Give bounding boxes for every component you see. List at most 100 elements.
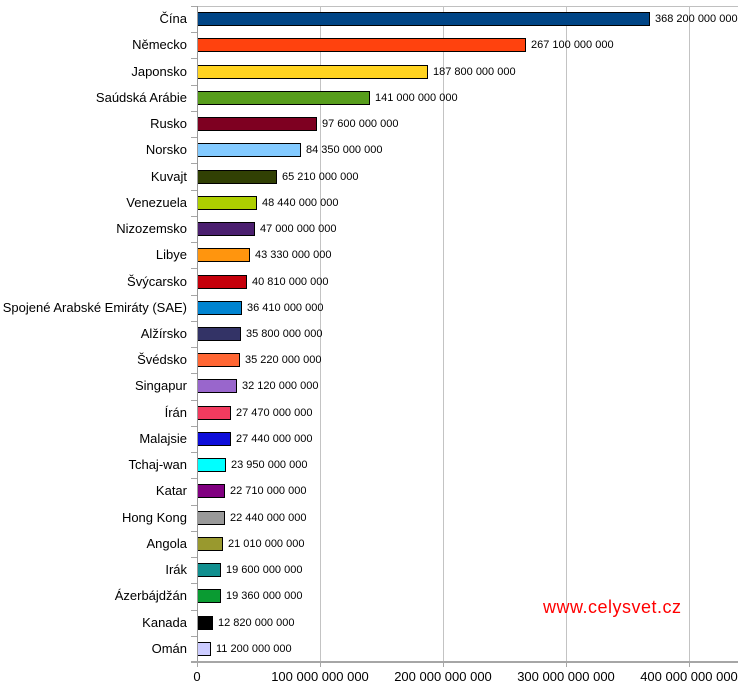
value-label: 11 200 000 000: [216, 643, 292, 655]
bar: [197, 275, 247, 289]
value-label: 368 200 000 000: [655, 13, 738, 25]
value-label: 22 440 000 000: [230, 512, 307, 524]
category-label: Spojené Arabské Emiráty (SAE): [2, 300, 187, 315]
value-label: 187 800 000 000: [433, 66, 516, 78]
y-axis-tick: [191, 400, 197, 401]
category-label: Írán: [164, 405, 187, 420]
bar: [197, 91, 370, 105]
value-label: 48 440 000 000: [262, 197, 339, 209]
bar: [197, 379, 237, 393]
y-axis-tick: [191, 32, 197, 33]
value-label: 27 440 000 000: [236, 433, 313, 445]
category-label: Malajsie: [139, 431, 187, 446]
y-axis-tick: [191, 531, 197, 532]
value-label: 97 600 000 000: [322, 118, 399, 130]
bar: [197, 222, 255, 236]
bar: [197, 406, 231, 420]
y-axis-tick: [191, 452, 197, 453]
y-axis-tick: [191, 111, 197, 112]
value-label: 35 220 000 000: [245, 354, 322, 366]
gridline: [566, 6, 567, 662]
bar: [197, 170, 277, 184]
value-label: 22 710 000 000: [230, 485, 307, 497]
y-axis-tick: [191, 295, 197, 296]
y-axis-tick: [191, 583, 197, 584]
category-label: Singapur: [134, 378, 187, 393]
y-axis-tick: [191, 58, 197, 59]
category-label: Kanada: [142, 615, 187, 630]
y-axis-tick: [191, 347, 197, 348]
y-axis-tick: [191, 85, 197, 86]
category-label: Japonsko: [131, 64, 187, 79]
value-label: 36 410 000 000: [247, 302, 324, 314]
category-label: Čína: [159, 11, 187, 26]
x-tick-label: 100 000 000 000: [271, 669, 369, 684]
category-label: Ázerbájdžán: [114, 588, 187, 603]
bar: [197, 38, 526, 52]
x-tick-label: 0: [193, 669, 201, 684]
bar: [197, 458, 226, 472]
y-axis-tick: [191, 242, 197, 243]
category-label: Hong Kong: [121, 510, 187, 525]
bar: [197, 537, 223, 551]
value-label: 65 210 000 000: [282, 171, 359, 183]
value-label: 23 950 000 000: [231, 459, 308, 471]
value-label: 141 000 000 000: [375, 92, 458, 104]
bar: [197, 65, 428, 79]
category-label: Saúdská Arábie: [95, 90, 187, 105]
y-axis-tick: [191, 321, 197, 322]
bar: [197, 432, 231, 446]
category-label: Alžírsko: [140, 326, 187, 341]
value-label: 19 360 000 000: [226, 590, 303, 602]
gridline: [320, 6, 321, 662]
bar: [197, 642, 211, 656]
x-tick-label: 300 000 000 000: [517, 669, 615, 684]
category-label: Omán: [151, 641, 187, 656]
value-label: 84 350 000 000: [306, 144, 383, 156]
category-label: Norsko: [145, 142, 187, 157]
x-tick-label: 200 000 000 000: [394, 669, 492, 684]
category-label: Irák: [165, 562, 187, 577]
bar: [197, 327, 241, 341]
category-label: Venezuela: [126, 195, 187, 210]
bar: [197, 563, 221, 577]
bar: [197, 589, 221, 603]
category-label: Německo: [132, 37, 187, 52]
bar: [197, 12, 650, 26]
category-label: Kuvajt: [150, 169, 187, 184]
x-axis-tick: [320, 662, 321, 667]
plot-top-border: [197, 6, 738, 7]
category-label: Švédsko: [137, 352, 187, 367]
y-axis-tick: [191, 190, 197, 191]
value-label: 12 820 000 000: [218, 617, 295, 629]
value-label: 47 000 000 000: [260, 223, 337, 235]
y-axis-tick: [191, 6, 197, 7]
bar: [197, 353, 240, 367]
value-label: 267 100 000 000: [531, 39, 614, 51]
category-label: Libye: [155, 247, 187, 262]
category-label: Nizozemsko: [116, 221, 187, 236]
y-axis-tick: [191, 478, 197, 479]
gridline: [689, 6, 690, 662]
watermark-url: www.celysvet.cz: [543, 597, 682, 617]
y-axis-tick: [191, 268, 197, 269]
x-axis-line: [191, 661, 738, 663]
y-axis-tick: [191, 610, 197, 611]
x-axis-tick: [689, 662, 690, 667]
y-axis-tick: [191, 216, 197, 217]
value-label: 19 600 000 000: [226, 564, 303, 576]
value-label: 43 330 000 000: [255, 249, 332, 261]
value-label: 32 120 000 000: [242, 380, 319, 392]
bar: [197, 484, 225, 498]
bar: [197, 196, 257, 210]
x-axis-tick: [443, 662, 444, 667]
category-label: Švýcarsko: [127, 274, 187, 289]
y-axis-tick: [191, 505, 197, 506]
bar: [197, 117, 317, 131]
y-axis-tick: [191, 557, 197, 558]
bar: [197, 248, 250, 262]
y-axis-tick: [191, 373, 197, 374]
y-axis-tick: [191, 636, 197, 637]
y-axis-tick: [191, 137, 197, 138]
